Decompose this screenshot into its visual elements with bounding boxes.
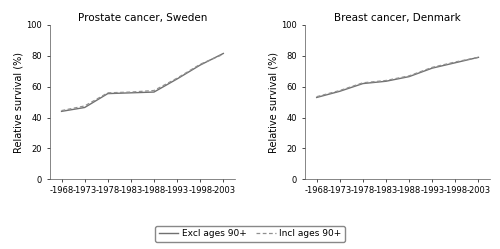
Y-axis label: Relative survival (%): Relative survival (%) <box>13 52 23 153</box>
Title: Prostate cancer, Sweden: Prostate cancer, Sweden <box>78 13 207 23</box>
Legend: Excl ages 90+, Incl ages 90+: Excl ages 90+, Incl ages 90+ <box>155 226 345 242</box>
Y-axis label: Relative survival (%): Relative survival (%) <box>268 52 278 153</box>
Title: Breast cancer, Denmark: Breast cancer, Denmark <box>334 13 461 23</box>
